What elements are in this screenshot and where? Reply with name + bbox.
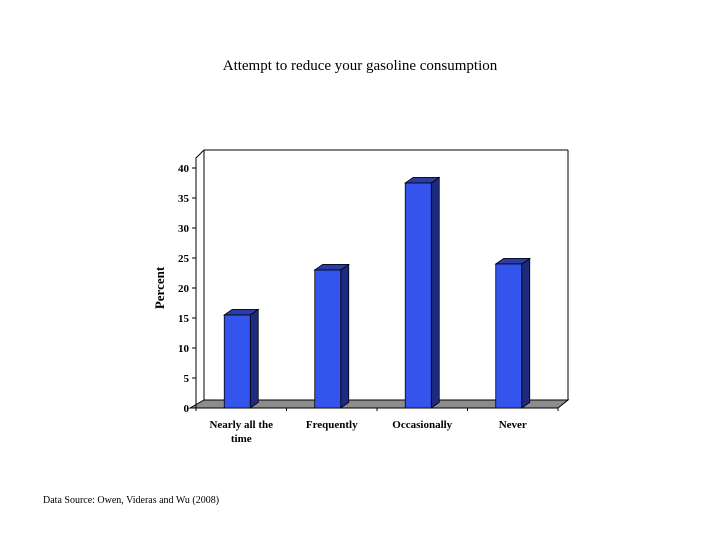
bar bbox=[494, 257, 532, 409]
y-tick-label: 0 bbox=[184, 403, 190, 415]
bar-side bbox=[249, 308, 259, 409]
y-tick-label: 30 bbox=[178, 223, 190, 235]
bar-side bbox=[521, 257, 531, 409]
x-category-label-line: Never bbox=[499, 419, 527, 431]
x-category-label-line: Occasionally bbox=[392, 419, 452, 431]
bar-front bbox=[495, 263, 523, 409]
y-tick-label: 5 bbox=[184, 373, 190, 385]
y-axis: 0 5 10 15 20 25 30 35 40 bbox=[178, 158, 197, 415]
bar-side bbox=[340, 263, 350, 409]
bar bbox=[222, 308, 260, 409]
x-axis-labels: Nearly all the time Frequently Occasionally… bbox=[195, 408, 559, 445]
y-tick-label: 35 bbox=[178, 193, 190, 205]
bars bbox=[222, 176, 532, 409]
bar bbox=[313, 263, 351, 409]
chart-floor bbox=[188, 399, 570, 409]
x-category-label-line: Frequently bbox=[306, 419, 358, 431]
floor-plane bbox=[188, 399, 570, 409]
y-tick-label: 20 bbox=[178, 283, 190, 295]
y-axis-title: Percent bbox=[152, 266, 167, 309]
x-category-label: Never bbox=[499, 419, 527, 431]
x-category-label: Occasionally bbox=[392, 419, 452, 431]
bar-front bbox=[404, 182, 432, 409]
bar-front bbox=[223, 314, 251, 409]
bar-side bbox=[430, 176, 440, 409]
bar bbox=[403, 176, 441, 409]
y-tick-label: 10 bbox=[178, 343, 190, 355]
data-source-note: Data Source: Owen, Videras and Wu (2008) bbox=[43, 495, 220, 506]
y-tick-label: 25 bbox=[178, 253, 190, 265]
y-tick-label: 15 bbox=[178, 313, 190, 325]
x-category-label: Nearly all the time bbox=[209, 419, 273, 445]
y-tick-label: 40 bbox=[178, 163, 190, 175]
bar-front bbox=[314, 269, 342, 409]
x-category-label-line: Nearly all the bbox=[209, 419, 273, 431]
x-category-label-line: time bbox=[231, 433, 252, 445]
x-category-label: Frequently bbox=[306, 419, 358, 431]
chart-title: Attempt to reduce your gasoline consumpt… bbox=[222, 58, 498, 74]
